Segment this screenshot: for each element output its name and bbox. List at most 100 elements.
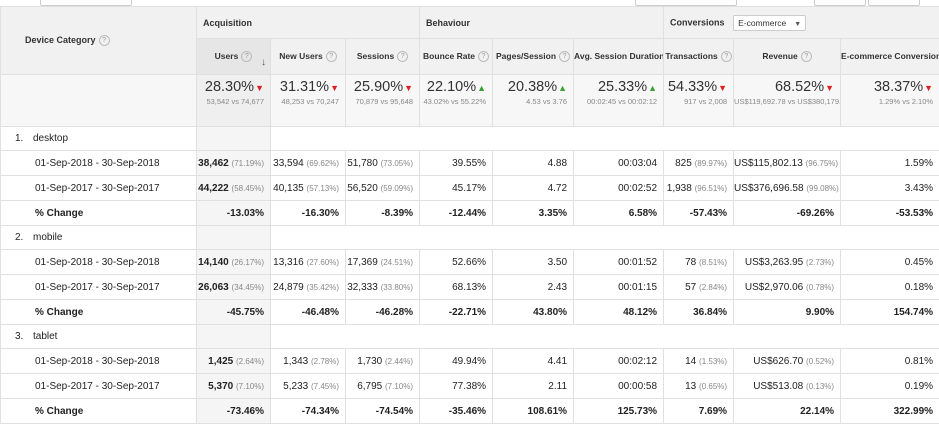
toolbar-control[interactable] — [814, 0, 866, 6]
cell-value: 00:03:04 — [618, 157, 658, 169]
summary-cell: 54.33%▼ 917 vs 2,008 — [663, 74, 735, 127]
column-header-bounce-rate[interactable]: Bounce Rate? — [419, 38, 494, 75]
cell-value: 00:02:52 — [618, 182, 658, 194]
summary-percent: 20.38%▲ — [494, 76, 567, 98]
cell-share: (2.73%) — [806, 257, 835, 267]
table-cell: 4.41 — [492, 348, 575, 374]
toolbar-control[interactable] — [40, 0, 132, 6]
help-icon[interactable]: ? — [720, 51, 732, 63]
table-cell: 14,140 (26.17%) — [196, 249, 271, 275]
device-label-cell[interactable]: 3. tablet — [0, 324, 197, 349]
device-row-tablet[interactable]: 3. tablet — [0, 324, 939, 349]
summary-percent: 28.30%▼ — [198, 76, 264, 98]
table-cell: 38,462 (71.19%) — [196, 150, 271, 176]
cell-share: (0.52%) — [806, 356, 835, 366]
cell-value: -22.71% — [448, 306, 487, 318]
device-row-desktop[interactable]: 1. desktop — [0, 126, 939, 151]
cell-value: 0.19% — [904, 380, 934, 392]
toolbar-control[interactable] — [868, 0, 920, 6]
device-row-mobile[interactable]: 2. mobile — [0, 225, 939, 250]
help-icon[interactable]: ? — [241, 51, 253, 63]
cell-share: (2.64%) — [235, 356, 264, 366]
help-icon[interactable]: ? — [559, 51, 571, 63]
sort-down-arrow-icon[interactable]: ↓ — [261, 57, 266, 68]
toolbar-control[interactable] — [635, 0, 737, 6]
column-header-label: Sessions — [356, 51, 395, 61]
help-icon[interactable]: ? — [800, 51, 812, 63]
cell-value: 40,135 — [273, 182, 304, 194]
help-icon[interactable]: ? — [397, 51, 409, 63]
column-header-users[interactable]: Users? ↓ — [196, 38, 271, 75]
device-label-cell[interactable]: 1. desktop — [0, 126, 197, 151]
summary-percent-value: 38.37% — [873, 79, 924, 95]
cell-value: 44,222 — [198, 182, 229, 194]
summary-row: 28.30%▼ 53,542 vs 74,677 31.31%▼ 48,253 vs … — [0, 74, 939, 127]
help-icon[interactable]: ? — [325, 51, 337, 63]
column-header-avg-session-duration[interactable]: Avg. Session Duration? — [573, 38, 665, 75]
cell-value: 56,520 — [347, 182, 378, 194]
period-row: 01-Sep-2017 - 30-Sep-2017 26,063 (34.45%)… — [0, 274, 939, 300]
cell-value: 14,140 — [198, 256, 229, 268]
cell-value: -16.30% — [301, 207, 339, 219]
column-header-sessions[interactable]: Sessions? — [344, 38, 421, 75]
cell-value: -8.39% — [381, 207, 414, 219]
cell-value: -35.46% — [448, 405, 487, 417]
cell-share: (34.45%) — [231, 282, 264, 292]
red-down-arrow-icon: ▼ — [255, 83, 264, 93]
table-cell: 1,425 (2.64%) — [196, 348, 271, 374]
cell-value: 108.61% — [527, 405, 568, 417]
device-label-cell[interactable]: 2. mobile — [0, 225, 197, 250]
cell-value: -46.28% — [375, 306, 414, 318]
cell-value: -69.26% — [796, 207, 835, 219]
cell-value: US$626.70 — [753, 355, 804, 367]
help-icon[interactable]: ? — [478, 51, 490, 63]
row-label: 01-Sep-2017 - 30-Sep-2017 — [0, 274, 197, 300]
table-cell: 00:02:52 — [573, 175, 665, 201]
table-cell: 77.38% — [419, 373, 494, 399]
summary-cell: 38.37%▼ 1.29% vs 2.10% — [840, 74, 939, 127]
cell-value: 9.90% — [805, 306, 835, 318]
column-header-revenue[interactable]: Revenue? — [733, 38, 842, 75]
cell-value: -53.53% — [895, 207, 934, 219]
summary-cell: 28.30%▼ 53,542 vs 74,677 — [196, 74, 271, 127]
row-label: 01-Sep-2018 - 30-Sep-2018 — [0, 249, 197, 275]
column-header-new-users[interactable]: New Users? — [270, 38, 346, 75]
table-cell: 52.66% — [419, 249, 494, 275]
column-header-transactions[interactable]: Transactions? — [663, 38, 735, 75]
period-row: 01-Sep-2018 - 30-Sep-2018 14,140 (26.17%)… — [0, 249, 939, 275]
table-cell: 2.43 — [492, 274, 575, 300]
cell-share: (7.10%) — [385, 381, 414, 391]
table-cell: 00:03:04 — [573, 150, 665, 176]
cell-value: -73.46% — [226, 405, 264, 417]
table-cell: 56,520 (59.09%) — [344, 175, 421, 201]
column-header-ecom-conv-rate[interactable]: E-commerce Conversion Rate? — [840, 38, 939, 75]
table-cell: 48.12% — [573, 299, 665, 325]
summary-percent-value: 28.30% — [204, 79, 255, 95]
device-category-header[interactable]: Device Category? — [0, 6, 197, 75]
cell-value: 1.59% — [904, 157, 934, 169]
cell-value: 4.41 — [547, 355, 568, 367]
help-icon[interactable]: ? — [98, 35, 110, 47]
table-cell: 6.58% — [573, 200, 665, 226]
table-cell: 322.99% — [840, 398, 939, 424]
table-cell: 68.13% — [419, 274, 494, 300]
summary-percent: 38.37%▼ — [842, 76, 933, 98]
summary-percent-value: 20.38% — [507, 79, 558, 95]
conversions-select[interactable]: E-commerce ▼ — [733, 14, 807, 31]
cell-value: 1,938 — [666, 182, 692, 194]
table-cell: -13.03% — [196, 200, 271, 226]
column-header-pages-session[interactable]: Pages/Session? — [492, 38, 575, 75]
cell-value: US$2,970.06 — [744, 281, 804, 293]
cell-value: 2.43 — [547, 281, 568, 293]
table-cell: 1,343 (2.78%) — [270, 348, 346, 374]
table-cell: 4.88 — [492, 150, 575, 176]
table-cell: 1,730 (2.44%) — [344, 348, 421, 374]
cell-value: 00:00:58 — [618, 380, 658, 392]
column-header-label: Bounce Rate — [423, 51, 476, 61]
cell-share: (69.62%) — [306, 158, 339, 168]
row-label: 01-Sep-2018 - 30-Sep-2018 — [0, 150, 197, 176]
device-name: mobile — [33, 232, 63, 243]
cell-value: 48.12% — [623, 306, 658, 318]
cell-share: (35.42%) — [306, 282, 339, 292]
row-label: % Change — [0, 299, 197, 325]
